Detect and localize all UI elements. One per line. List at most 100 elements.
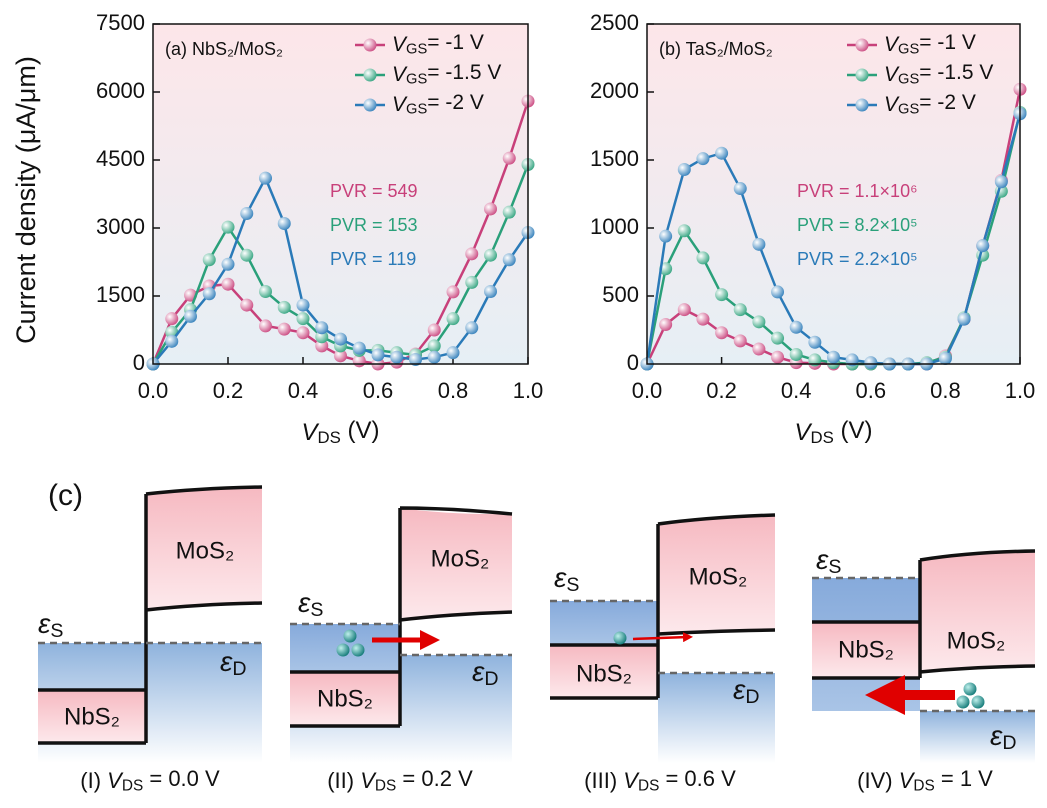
y-tick-label: 1500 [96, 282, 145, 307]
data-point [297, 312, 310, 325]
x-tick-label: 0.4 [288, 378, 319, 403]
x-tick-label: 1.0 [1005, 378, 1036, 403]
data-point [659, 318, 672, 331]
electron [957, 696, 970, 709]
legend-marker [364, 39, 377, 52]
panel-label: (a) NbS₂/MoS₂ [165, 39, 283, 59]
data-point [752, 343, 765, 356]
y-tick-label: 0 [133, 350, 145, 375]
electron [352, 644, 365, 657]
legend-label: VGS= -2 V [392, 91, 484, 118]
data-point [278, 323, 291, 336]
bottom-label: NbS₂ [64, 703, 120, 730]
data-point [678, 224, 691, 237]
annotation: PVR = 1.1×10⁶ [797, 181, 918, 201]
y-tick-label: 1500 [590, 146, 639, 171]
band-panel: MoS₂ NbS₂ εS εD (II) VDS = 0.2 V [290, 508, 512, 795]
data-point [165, 335, 178, 348]
x-tick-label: 0.2 [706, 378, 737, 403]
data-point [864, 356, 877, 369]
data-point [222, 221, 235, 234]
data-point [278, 217, 291, 230]
annotation: PVR = 549 [330, 181, 418, 201]
fermi-sea [920, 711, 1035, 763]
y-tick-label: 1000 [590, 214, 639, 239]
data-point [715, 147, 728, 160]
x-tick-label: 0.0 [632, 378, 663, 403]
y-tick-label: 0 [627, 350, 639, 375]
data-point [428, 351, 441, 364]
data-point [503, 253, 516, 266]
legend-marker [856, 39, 869, 52]
band-panel: MoS₂ NbS₂ εS εD (III) VDS = 0.6 V [550, 515, 775, 795]
panel-label: (b) TaS₂/MoS₂ [659, 39, 773, 59]
data-point [976, 239, 989, 252]
data-point [678, 163, 691, 176]
data-point [259, 319, 272, 332]
data-point [222, 278, 235, 291]
x-axis-label: VDS (V) [302, 417, 380, 447]
y-axis-label: Current density (μA/μm) [11, 56, 41, 344]
data-point [790, 321, 803, 334]
bottom-label: NbS₂ [576, 660, 632, 687]
data-point [465, 247, 478, 260]
data-point [678, 303, 691, 316]
data-point [484, 249, 497, 262]
data-point [503, 206, 516, 219]
data-point [790, 348, 803, 361]
data-point [715, 288, 728, 301]
data-point [484, 202, 497, 215]
data-point [771, 285, 784, 298]
data-point [259, 285, 272, 298]
data-point [827, 351, 840, 364]
data-point [203, 287, 216, 300]
data-point [503, 152, 516, 165]
data-point [484, 285, 497, 298]
caption: (III) VDS = 0.6 V [584, 766, 736, 795]
source-level: εS [554, 562, 579, 596]
data-point [203, 253, 216, 266]
legend-marker [856, 99, 869, 112]
panel-label: (c) [48, 479, 83, 512]
data-point [334, 333, 347, 346]
annotation: PVR = 2.2×10⁵ [797, 249, 918, 269]
x-tick-label: 0.2 [213, 378, 244, 403]
data-point [428, 339, 441, 352]
x-tick-label: 1.0 [513, 378, 544, 403]
electron [614, 632, 627, 645]
legend-marker [856, 69, 869, 82]
top-label: MoS₂ [176, 537, 235, 564]
data-point [771, 332, 784, 345]
legend-marker [364, 69, 377, 82]
data-point [222, 258, 235, 271]
data-point [696, 152, 709, 165]
annotation: PVR = 8.2×10⁵ [797, 215, 918, 235]
x-tick-label: 0.6 [363, 378, 394, 403]
y-tick-label: 7500 [96, 10, 145, 35]
data-point [696, 313, 709, 326]
data-point [808, 336, 821, 349]
data-point [465, 276, 478, 289]
data-point [278, 301, 291, 314]
data-point [259, 172, 272, 185]
data-point [165, 312, 178, 325]
y-tick-label: 2500 [590, 10, 639, 35]
electron [344, 630, 357, 643]
data-point [184, 310, 197, 323]
data-point [447, 312, 460, 325]
data-point [297, 326, 310, 339]
legend-label: VGS= -2 V [884, 91, 976, 118]
top-label: MoS₂ [689, 563, 748, 590]
data-point [696, 251, 709, 264]
y-tick-label: 3000 [96, 214, 145, 239]
y-tick-label: 4500 [96, 146, 145, 171]
source-level: εS [816, 544, 841, 578]
x-tick-label: 0.6 [856, 378, 887, 403]
data-point [240, 207, 253, 220]
electron [337, 644, 350, 657]
data-point [240, 299, 253, 312]
data-point [771, 351, 784, 364]
y-tick-label: 2000 [590, 78, 639, 103]
caption: (IV) VDS = 1 V [857, 766, 993, 795]
